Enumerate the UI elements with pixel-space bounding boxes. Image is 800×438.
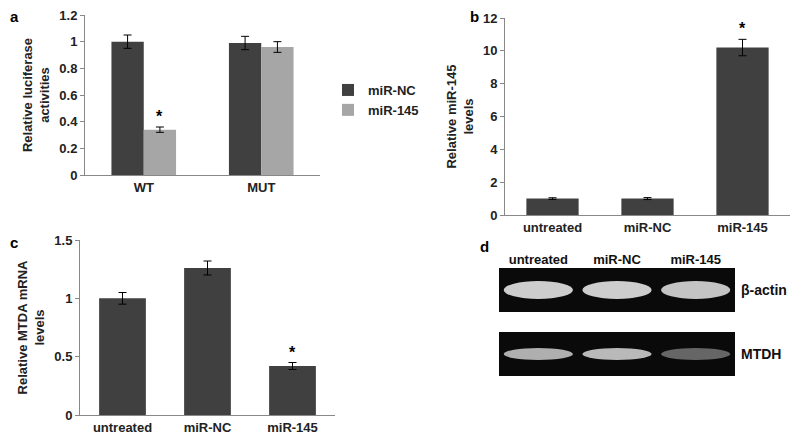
svg-text:a: a bbox=[10, 8, 19, 25]
svg-text:0.6: 0.6 bbox=[59, 88, 77, 103]
svg-text:miR-145: miR-145 bbox=[670, 252, 721, 267]
svg-text:0: 0 bbox=[490, 208, 497, 223]
svg-text:1: 1 bbox=[65, 291, 72, 306]
svg-text:β-actin: β-actin bbox=[741, 282, 787, 298]
svg-text:miR-145: miR-145 bbox=[368, 103, 419, 118]
svg-text:d: d bbox=[480, 238, 489, 255]
svg-text:0.4: 0.4 bbox=[59, 114, 78, 129]
svg-text:0: 0 bbox=[70, 168, 77, 183]
svg-text:0: 0 bbox=[65, 408, 72, 423]
svg-text:Relative luciferaseactivities: Relative luciferaseactivities bbox=[20, 38, 52, 152]
svg-text:*: * bbox=[739, 20, 746, 37]
svg-text:Relative miR-145levels: Relative miR-145levels bbox=[444, 64, 476, 168]
svg-text:miR-145: miR-145 bbox=[717, 220, 768, 235]
svg-text:miR-NC: miR-NC bbox=[368, 83, 416, 98]
svg-text:4: 4 bbox=[490, 142, 498, 157]
svg-text:miR-NC: miR-NC bbox=[184, 420, 232, 435]
svg-text:Relative MTDA mRNAlevels: Relative MTDA mRNAlevels bbox=[15, 260, 47, 394]
svg-text:miR-NC: miR-NC bbox=[593, 252, 641, 267]
svg-text:0.2: 0.2 bbox=[59, 141, 77, 156]
svg-text:1.5: 1.5 bbox=[54, 233, 72, 248]
svg-text:WT: WT bbox=[134, 180, 154, 195]
svg-text:12: 12 bbox=[483, 11, 497, 26]
svg-text:0.8: 0.8 bbox=[59, 61, 77, 76]
svg-text:MTDH: MTDH bbox=[741, 346, 781, 362]
svg-text:8: 8 bbox=[490, 76, 497, 91]
svg-text:0.5: 0.5 bbox=[54, 349, 72, 364]
svg-text:MUT: MUT bbox=[247, 180, 275, 195]
svg-text:untreated: untreated bbox=[93, 420, 152, 435]
svg-text:untreated: untreated bbox=[509, 252, 568, 267]
svg-text:1.2: 1.2 bbox=[59, 8, 77, 23]
svg-text:c: c bbox=[10, 234, 18, 251]
svg-text:miR-NC: miR-NC bbox=[624, 220, 672, 235]
svg-text:miR-145: miR-145 bbox=[267, 420, 318, 435]
svg-text:6: 6 bbox=[490, 109, 497, 124]
svg-text:*: * bbox=[156, 108, 163, 125]
svg-text:*: * bbox=[289, 344, 296, 361]
svg-text:1: 1 bbox=[70, 34, 77, 49]
svg-text:b: b bbox=[470, 8, 479, 25]
svg-text:10: 10 bbox=[483, 43, 497, 58]
svg-text:untreated: untreated bbox=[523, 220, 582, 235]
svg-text:2: 2 bbox=[490, 175, 497, 190]
